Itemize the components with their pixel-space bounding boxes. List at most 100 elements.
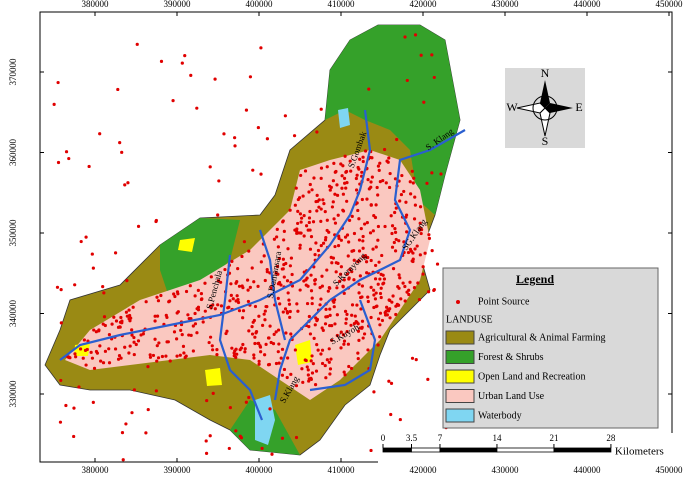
point-source: [312, 336, 316, 340]
point-source: [378, 323, 382, 327]
point-source: [381, 179, 385, 183]
point-source: [280, 373, 285, 377]
point-source: [346, 342, 350, 346]
point-source: [287, 302, 292, 306]
point-source: [59, 288, 63, 292]
point-source: [275, 264, 280, 269]
point-source: [357, 249, 362, 253]
point-source: [392, 240, 396, 245]
compass-n: N: [541, 66, 550, 80]
point-source: [252, 280, 256, 284]
point-source: [195, 106, 199, 110]
scale-tick-label: 14: [492, 433, 502, 443]
point-source: [199, 297, 204, 302]
point-source: [156, 356, 161, 360]
point-source: [280, 436, 285, 440]
point-source: [268, 407, 272, 411]
point-source: [233, 144, 237, 148]
point-source: [439, 172, 443, 176]
point-source: [204, 439, 208, 443]
point-source: [383, 224, 387, 229]
point-source: [92, 366, 97, 370]
point-source: [355, 201, 359, 205]
point-source: [347, 364, 351, 369]
point-source: [341, 333, 346, 337]
point-source: [309, 289, 314, 293]
legend-swatch: [445, 330, 475, 345]
point-source: [159, 59, 164, 64]
point-source: [343, 154, 347, 158]
y-tick-label: 340000: [8, 300, 18, 328]
point-source: [274, 361, 279, 366]
point-source: [288, 264, 292, 268]
point-source: [417, 297, 422, 302]
point-source: [361, 155, 365, 159]
point-source: [257, 314, 261, 318]
point-source: [393, 249, 398, 253]
point-source: [281, 257, 285, 261]
point-source: [358, 157, 362, 161]
point-source: [373, 277, 378, 281]
point-source: [285, 279, 290, 283]
point-source: [144, 431, 148, 435]
point-source: [166, 340, 170, 344]
point-source: [289, 372, 293, 376]
point-source: [387, 156, 391, 160]
point-source: [361, 255, 365, 259]
x-tick-label-bottom: 450000: [656, 465, 684, 475]
point-source: [320, 274, 324, 278]
point-source: [321, 198, 325, 202]
point-source: [418, 228, 422, 232]
point-source: [286, 291, 290, 295]
point-source: [277, 280, 282, 285]
point-source: [387, 185, 392, 190]
point-source: [234, 429, 238, 433]
legend-items: Agricultural & Animal Farming Forest & Sh…: [445, 330, 605, 423]
point-source: [130, 328, 134, 332]
point-source: [305, 301, 310, 306]
point-source: [211, 391, 215, 395]
point-source: [427, 233, 431, 237]
point-source: [357, 338, 361, 343]
point-source: [271, 341, 276, 346]
point-source: [132, 352, 136, 357]
point-source: [283, 114, 287, 118]
point-source: [121, 458, 125, 462]
point-source: [350, 270, 354, 274]
point-source: [360, 170, 364, 174]
river: [273, 299, 331, 401]
point-source: [377, 168, 381, 172]
point-source: [55, 285, 60, 289]
y-tick-label: 330000: [8, 380, 18, 408]
point-source: [113, 347, 118, 351]
point-source: [248, 285, 252, 289]
river: [258, 229, 287, 341]
point-source: [309, 377, 313, 382]
point-source: [380, 253, 384, 258]
point-source: [361, 336, 365, 340]
point-source: [307, 220, 311, 225]
point-source: [116, 325, 121, 329]
point-source: [229, 282, 233, 286]
point-source: [379, 295, 383, 300]
point-source: [372, 305, 376, 310]
point-source: [387, 379, 391, 383]
point-source: [376, 343, 380, 347]
point-source: [237, 284, 242, 288]
point-source: [262, 254, 266, 258]
point-source: [232, 354, 236, 358]
point-source: [332, 217, 336, 221]
point-source: [289, 332, 293, 336]
point-source: [276, 296, 280, 300]
point-source: [319, 243, 323, 248]
point-source: [296, 209, 300, 213]
point-source: [430, 53, 434, 57]
point-source: [277, 342, 281, 346]
point-source: [180, 61, 184, 65]
graticule-ticks: 380000 380000 390000 390000 400000 400000 4100…: [8, 0, 683, 475]
point-source: [209, 275, 213, 279]
point-source: [132, 335, 136, 340]
point-source: [311, 220, 316, 224]
point-source: [355, 173, 359, 177]
point-source: [315, 343, 319, 347]
